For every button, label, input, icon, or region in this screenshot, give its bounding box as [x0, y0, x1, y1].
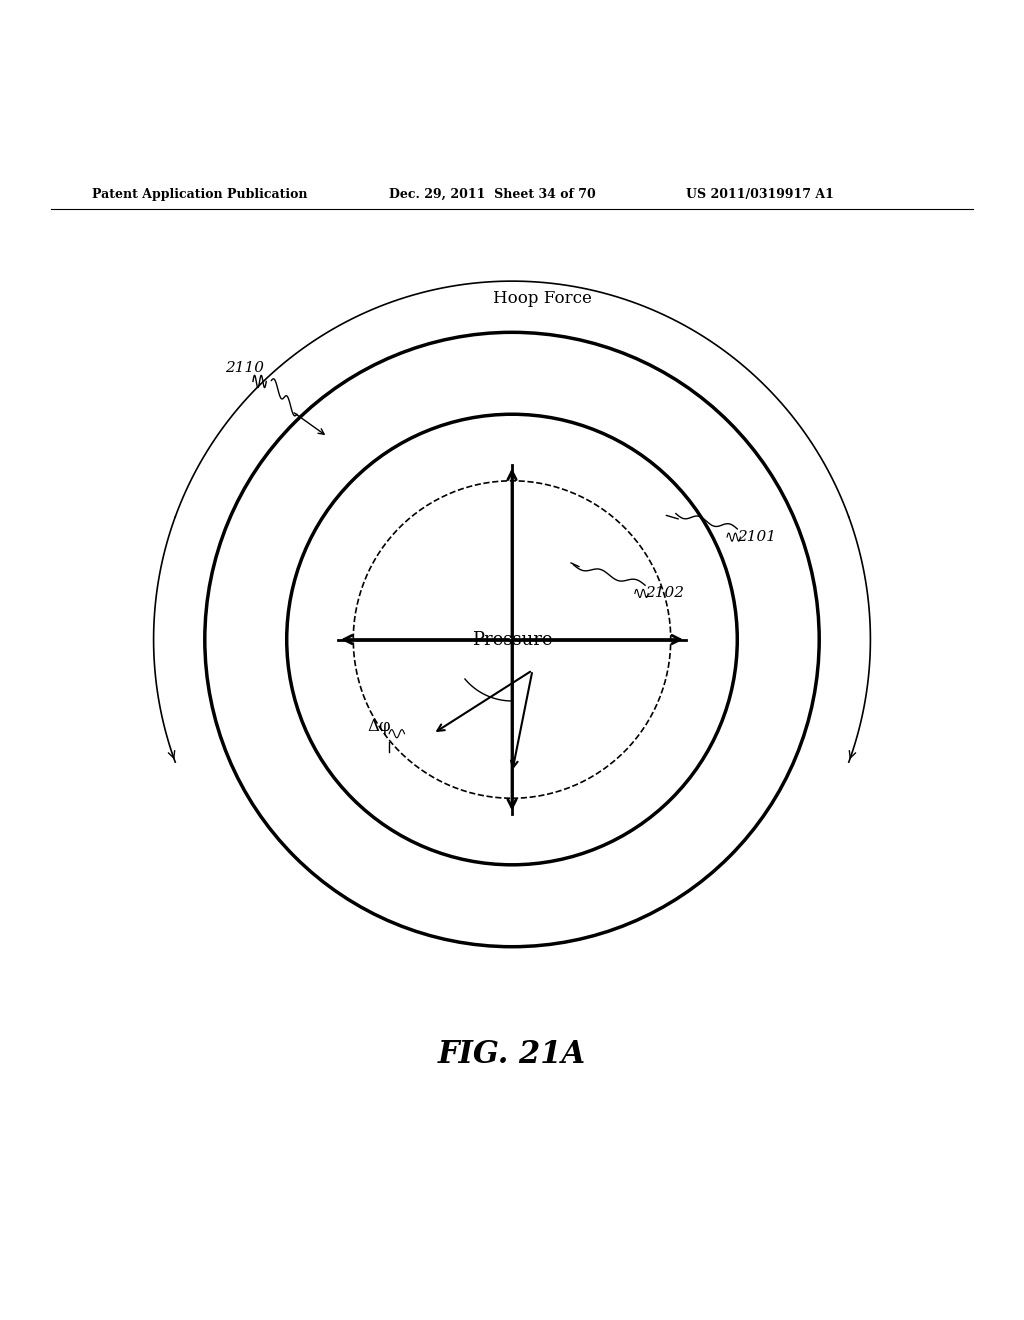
Text: Hoop Force: Hoop Force — [494, 289, 592, 306]
Text: FIG. 21A: FIG. 21A — [438, 1039, 586, 1069]
Text: Patent Application Publication: Patent Application Publication — [92, 187, 307, 201]
Text: US 2011/0319917 A1: US 2011/0319917 A1 — [686, 187, 834, 201]
Text: 2101: 2101 — [737, 531, 776, 544]
Text: Δφ: Δφ — [367, 718, 391, 735]
Text: Dec. 29, 2011  Sheet 34 of 70: Dec. 29, 2011 Sheet 34 of 70 — [389, 187, 596, 201]
Text: Pressure: Pressure — [472, 631, 552, 648]
Text: 2110: 2110 — [225, 362, 264, 375]
Text: 2102: 2102 — [645, 586, 684, 601]
